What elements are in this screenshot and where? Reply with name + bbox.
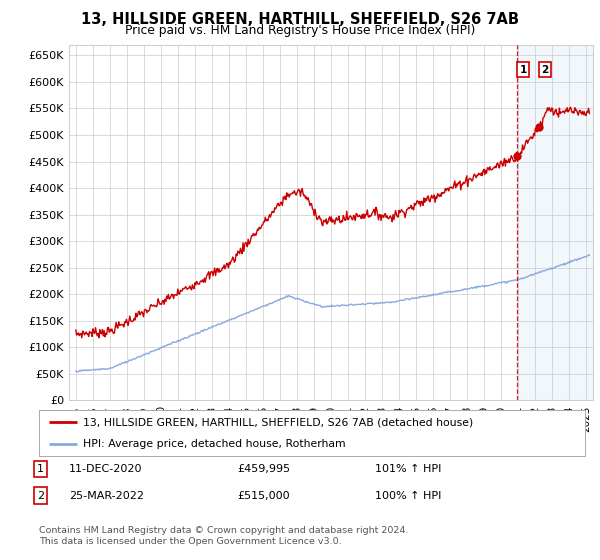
Text: 13, HILLSIDE GREEN, HARTHILL, SHEFFIELD, S26 7AB: 13, HILLSIDE GREEN, HARTHILL, SHEFFIELD,… <box>81 12 519 27</box>
Text: 2: 2 <box>37 491 44 501</box>
Bar <box>517 45 593 400</box>
Text: HPI: Average price, detached house, Rotherham: HPI: Average price, detached house, Roth… <box>83 440 346 450</box>
Text: 1: 1 <box>37 464 44 474</box>
Text: 11-DEC-2020: 11-DEC-2020 <box>69 464 143 474</box>
Text: Contains HM Land Registry data © Crown copyright and database right 2024.
This d: Contains HM Land Registry data © Crown c… <box>39 526 409 546</box>
Text: 25-MAR-2022: 25-MAR-2022 <box>69 491 144 501</box>
Text: 101% ↑ HPI: 101% ↑ HPI <box>375 464 442 474</box>
Text: £459,995: £459,995 <box>237 464 290 474</box>
Text: 13, HILLSIDE GREEN, HARTHILL, SHEFFIELD, S26 7AB (detached house): 13, HILLSIDE GREEN, HARTHILL, SHEFFIELD,… <box>83 417 473 427</box>
Text: Price paid vs. HM Land Registry's House Price Index (HPI): Price paid vs. HM Land Registry's House … <box>125 24 475 36</box>
Text: 1: 1 <box>520 65 527 74</box>
Text: £515,000: £515,000 <box>237 491 290 501</box>
Text: 2: 2 <box>542 65 549 74</box>
Text: 100% ↑ HPI: 100% ↑ HPI <box>375 491 442 501</box>
